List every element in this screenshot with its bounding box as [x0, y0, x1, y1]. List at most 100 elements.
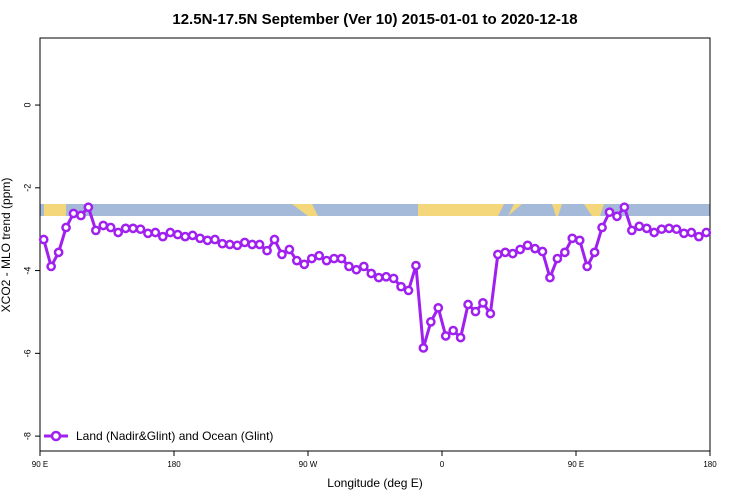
data-point: [210, 234, 220, 245]
data-point: [440, 331, 451, 341]
data-point: [187, 230, 198, 241]
data-point: [470, 306, 481, 317]
data-point: [701, 227, 712, 238]
data-point: [619, 202, 630, 213]
data-point: [425, 317, 436, 327]
plot-frame: [39, 37, 711, 452]
data-point: [284, 244, 295, 255]
data-point: [366, 268, 377, 279]
x-tick-label: 180: [703, 460, 717, 469]
data-point: [291, 255, 302, 266]
data-point: [448, 325, 459, 336]
data-point: [314, 250, 325, 261]
legend-marker: [50, 430, 62, 442]
data-point: [656, 224, 667, 235]
data-point: [76, 210, 86, 221]
x-tick-label: 90 W: [299, 460, 318, 469]
data-point: [180, 231, 191, 242]
y-tick-label: -4: [22, 267, 32, 275]
y-tick-label: 0: [22, 103, 32, 108]
data-point: [306, 253, 317, 264]
data-point: [515, 244, 526, 255]
data-point: [239, 237, 250, 248]
x-tick-label: 0: [440, 460, 445, 469]
data-point: [247, 239, 258, 250]
data-point: [61, 222, 71, 233]
chart-title: 12.5N-17.5N September (Ver 10) 2015-01-0…: [172, 11, 577, 28]
data-point: [582, 261, 593, 272]
x-axis-label: Longitude (deg E): [327, 476, 422, 490]
data-point: [98, 220, 109, 231]
land-ocean-strip: [40, 204, 710, 216]
data-point: [679, 228, 689, 239]
data-point: [128, 223, 138, 234]
data-point: [329, 253, 339, 264]
data-point: [411, 260, 421, 271]
data-point: [143, 228, 153, 239]
data-point: [396, 281, 406, 292]
data-point: [105, 222, 116, 233]
y-tick-label: -2: [22, 184, 32, 192]
data-point: [693, 231, 704, 242]
data-point: [165, 227, 176, 238]
data-point: [626, 225, 637, 236]
data-point: [433, 302, 444, 313]
data-point: [545, 272, 555, 283]
y-tick-label: -8: [22, 432, 32, 440]
data-point: [68, 208, 79, 219]
data-point: [344, 261, 354, 272]
data-point: [455, 332, 466, 343]
data-point: [530, 243, 540, 254]
data-point: [38, 234, 49, 245]
data-point: [612, 211, 622, 222]
data-point: [664, 223, 674, 234]
data-point: [269, 234, 280, 245]
data-point: [597, 222, 607, 233]
data-point: [567, 233, 578, 244]
data-point: [224, 239, 235, 250]
data-point: [53, 247, 64, 258]
data-point: [552, 253, 563, 264]
data-point: [113, 227, 124, 238]
y-tick-label: -6: [22, 349, 32, 357]
data-point: [589, 247, 600, 258]
data-point: [120, 223, 131, 234]
data-point: [232, 240, 243, 251]
data-point: [321, 255, 332, 266]
data-point: [641, 223, 652, 234]
data-point: [299, 259, 310, 270]
data-point: [507, 248, 518, 259]
x-tick-label: 90 E: [32, 460, 48, 469]
x-tick-label: 180: [167, 460, 181, 469]
data-point: [277, 249, 287, 260]
data-point: [217, 238, 228, 249]
data-point: [83, 202, 94, 213]
y-axis-label: XCO2 - MLO trend (ppm): [0, 178, 13, 313]
data-point: [671, 224, 682, 235]
data-point: [403, 285, 414, 296]
data-point: [686, 227, 697, 238]
data-point: [195, 233, 205, 244]
data-point: [418, 343, 429, 353]
data-point: [262, 245, 272, 256]
data-point: [373, 272, 384, 283]
data-point: [135, 224, 146, 235]
data-point: [388, 273, 399, 284]
data-point: [634, 221, 645, 232]
data-point: [522, 240, 533, 251]
data-point: [478, 297, 488, 308]
data-point: [202, 235, 213, 246]
x-tick-label: 90 E: [568, 460, 584, 469]
legend-label: Land (Nadir&Glint) and Ocean (Glint): [76, 429, 273, 443]
data-point: [649, 227, 660, 238]
data-point: [46, 261, 57, 272]
data-point: [150, 227, 161, 238]
data-point: [485, 308, 496, 319]
data-point: [381, 271, 392, 282]
legend: Land (Nadir&Glint) and Ocean (Glint): [44, 429, 273, 443]
data-point: [604, 207, 615, 218]
data-point: [463, 299, 473, 310]
data-point: [559, 247, 570, 258]
data-point: [358, 261, 369, 272]
